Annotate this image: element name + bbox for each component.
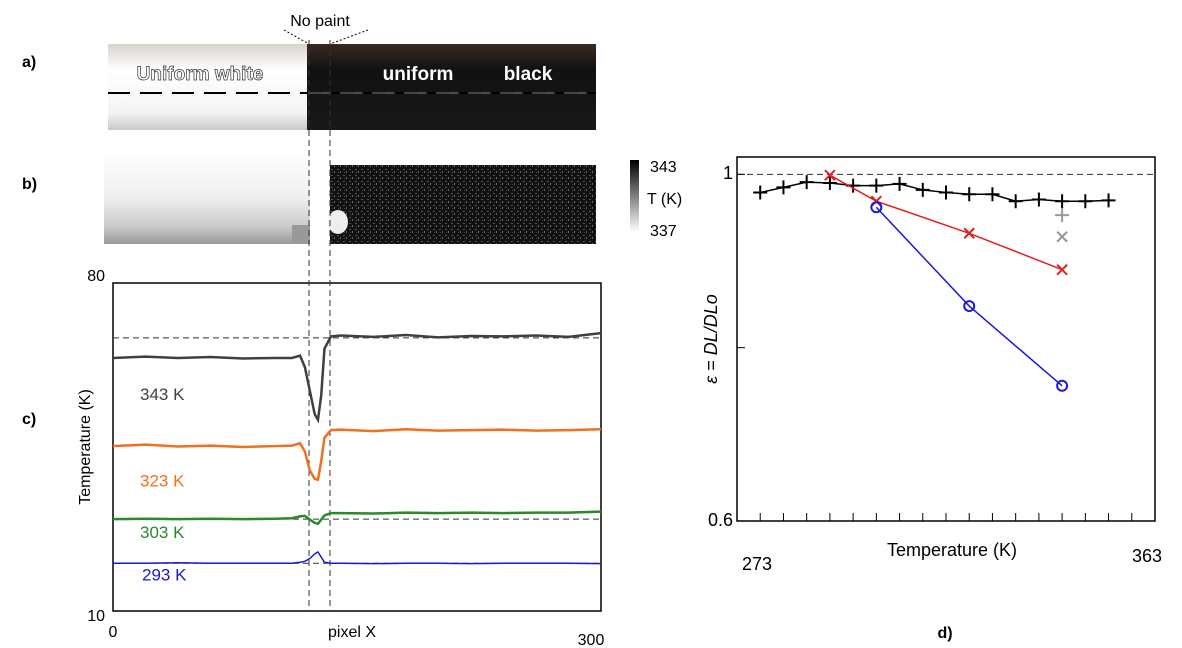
curve-label: 323 K [140,472,185,491]
photo-panel: Uniform white uniform black No paint [108,13,596,130]
thermal-white [104,152,310,244]
curve-label: 343 K [140,385,185,404]
x-axis-label: pixel X [328,624,376,641]
marker [822,176,837,190]
marker [1056,263,1068,276]
curve [112,427,602,482]
marker [1055,194,1070,209]
colorbar-tick: 343 [650,159,677,176]
marker [939,185,953,200]
curve [112,510,602,526]
panel-label: b) [22,176,37,193]
marker [963,227,975,239]
y-tick-label: 10 [87,608,105,625]
marker [870,201,883,214]
colorbar-tick: 337 [650,223,677,240]
plot-frame [736,156,1156,522]
y-axis-label: Temperature (K) [77,389,94,505]
thermal-black [330,165,596,244]
annotation: No paint [290,13,350,30]
white-section [108,44,308,130]
curve [113,550,602,565]
photo-label: Uniform white [137,64,264,85]
marker [985,187,1000,202]
annotation-line [283,29,310,45]
marker [776,180,791,195]
photo-label: uniform [383,64,454,85]
black-section [307,44,596,130]
marker [1056,231,1068,243]
marker [753,185,768,200]
colorbar-scale [630,160,639,232]
panel-label: d) [937,625,952,642]
x-tick-label: 0 [109,624,118,641]
curve-label: 303 K [140,523,185,542]
marker [963,300,976,313]
photo-label: black [504,64,553,85]
colorbar: T (K) [630,160,682,232]
marker [1055,208,1070,223]
thermal-panel [104,152,596,244]
colorbar-label: T (K) [647,191,682,208]
marker [962,187,977,202]
thermal-edge [292,225,310,243]
y-tick-label: 1 [723,163,733,183]
panel-label: c) [22,411,36,428]
x-tick-label: 300 [578,632,605,648]
x-axis-label: Temperature (K) [887,540,1017,560]
marker [1078,194,1093,209]
marker [1056,379,1069,392]
thermal-edge [328,210,348,234]
curve [875,206,1063,387]
plot-frame [112,282,602,612]
marker [892,176,907,191]
curve [760,181,1109,202]
y-tick-label: 80 [87,268,105,285]
curve [829,174,1063,271]
curve [112,331,602,424]
marker [824,169,836,181]
panel-label: a) [22,54,36,71]
y-tick-label: 0.6 [708,510,733,530]
marker [869,178,884,193]
marker [1008,194,1023,209]
annotation-line [329,29,369,45]
x-tick-label: 363 [1132,546,1162,566]
y-axis-label: ε = DL/DLo [701,294,721,383]
x-tick-label: 273 [742,554,772,574]
curve-label: 293 K [142,565,187,584]
marker [1031,192,1046,207]
marker [799,175,814,190]
marker [915,182,930,197]
marker [1101,193,1116,208]
